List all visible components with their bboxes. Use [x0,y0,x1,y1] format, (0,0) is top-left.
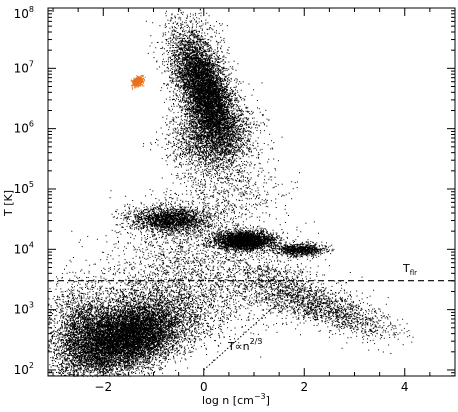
x-axis-label: log n [cm−3] [202,392,270,407]
x-tick-label: 4 [401,380,409,394]
y-tick-label: 103 [14,301,34,317]
adiabat-line [203,297,285,371]
scatter-series [130,74,146,90]
y-tick-label: 102 [14,361,34,377]
y-axis-label: T [K] [2,190,15,217]
x-tick-labels: −2 0 2 4 [94,380,408,394]
axis-ticks [48,7,455,377]
x-tick-label: 0 [200,380,208,394]
t-floor-annotation: Tflr [402,262,417,277]
adiabat-annotation: T∝n2/3 [227,337,262,353]
y-tick-label: 105 [14,180,34,196]
y-tick-labels: 102 103 104 105 106 107 108 [14,5,34,377]
y-tick-label: 106 [14,120,34,136]
y-tick-label: 107 [14,59,34,75]
x-tick-label: −2 [94,380,112,394]
y-tick-label: 108 [14,5,34,21]
x-tick-label: 2 [300,380,308,394]
y-tick-label: 104 [14,240,34,256]
plot-frame [47,7,456,377]
scatter-points [48,8,414,377]
scatter-series [48,8,414,377]
